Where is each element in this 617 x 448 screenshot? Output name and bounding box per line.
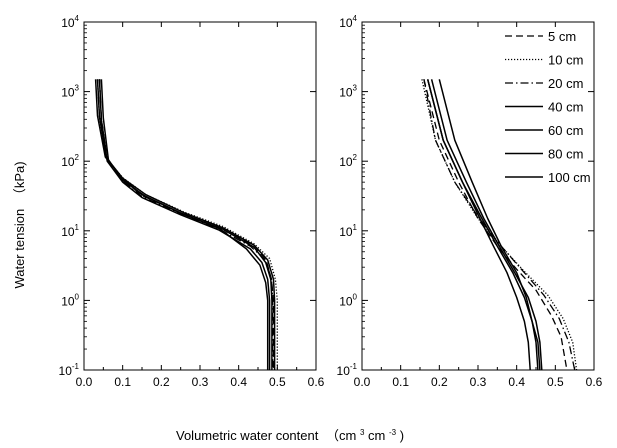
right-x-tick-label: 0.6: [586, 375, 603, 389]
y-axis-label-unit: （kPa): [12, 161, 27, 201]
left-panel: 0.0 0.1 0.2 0.3 0.4 0.5 0.6 10-1 100 101 102 103 104: [59, 14, 325, 389]
legend-label: 100 cm: [548, 170, 591, 185]
y-axis-label-main: Water tension: [12, 209, 27, 289]
left-x-tick-label: 0.2: [153, 375, 170, 389]
left-x-tick-label: 0.5: [269, 375, 286, 389]
right-series-5-cm: [423, 79, 568, 371]
left-y-tick-label: 10-1: [59, 362, 80, 378]
right-series-60-cm: [430, 79, 543, 371]
legend-label: 20 cm: [548, 76, 583, 91]
right-series-100-cm: [438, 79, 539, 371]
right-x-tick-label: 0.4: [508, 375, 525, 389]
left-x-tick-label: 0.6: [308, 375, 325, 389]
left-series-60-cm: [94, 79, 269, 370]
right-panel: 0.0 0.1 0.2 0.3 0.4 0.5 0.6 10-1 100 101 102 103 104: [337, 14, 603, 389]
legend-label: 40 cm: [548, 100, 583, 115]
left-plot-frame: [83, 21, 317, 371]
left-series-5-cm: [98, 79, 275, 370]
x-axis-label-exp1: 3: [360, 428, 365, 437]
legend-label: 60 cm: [548, 123, 583, 138]
right-y-tick-label: 102: [339, 153, 357, 169]
left-series-80-cm: [98, 79, 271, 370]
right-series-80-cm: [426, 79, 531, 371]
right-x-tick-label: 0.2: [431, 375, 448, 389]
right-y-tick-label: 104: [339, 14, 357, 30]
legend: 5 cm 10 cm 20 cm 40 cm 60 cm 80 cm 100 cm: [505, 29, 591, 185]
right-y-tick-label: 100: [339, 292, 357, 308]
legend-label: 5 cm: [548, 29, 576, 44]
left-series-40-cm: [96, 79, 276, 370]
left-x-tick-label: 0.0: [76, 375, 93, 389]
right-x-tick-label: 0.3: [470, 375, 487, 389]
y-axis-label: Water tension （kPa): [12, 161, 27, 288]
x-axis-label-main: Volumetric water content: [176, 428, 319, 443]
right-x-tick-label: 0.5: [547, 375, 564, 389]
right-x-tick-label: 0.1: [392, 375, 409, 389]
left-y-tick-label: 100: [61, 292, 79, 308]
left-series-10-cm: [96, 79, 278, 370]
left-y-tick-label: 103: [61, 84, 79, 100]
left-y-tick-label: 101: [61, 223, 79, 239]
x-axis-label-exp2: -3: [389, 428, 397, 437]
left-x-tick-label: 0.3: [192, 375, 209, 389]
left-x-tick-label: 0.1: [114, 375, 131, 389]
x-axis-label-unit-close: ): [400, 428, 404, 443]
right-x-tick-label: 0.0: [354, 375, 371, 389]
x-axis-label-unit-mid: cm: [368, 428, 385, 443]
right-y-tick-label: 10-1: [337, 362, 358, 378]
legend-label: 10 cm: [548, 53, 583, 68]
right-series-20-cm: [423, 79, 576, 371]
legend-label: 80 cm: [548, 147, 583, 162]
x-axis-label-unit-open: （cm: [326, 428, 356, 443]
left-y-tick-label: 102: [61, 153, 79, 169]
left-series-20-cm: [98, 79, 274, 370]
right-y-tick-label: 103: [339, 84, 357, 100]
left-y-tick-label: 104: [61, 14, 79, 30]
left-x-tick-label: 0.4: [230, 375, 247, 389]
right-y-tick-label: 101: [339, 223, 357, 239]
x-axis-label: Volumetric water content （cm 3 cm -3 ): [176, 423, 404, 443]
left-series-100-cm: [100, 79, 273, 370]
